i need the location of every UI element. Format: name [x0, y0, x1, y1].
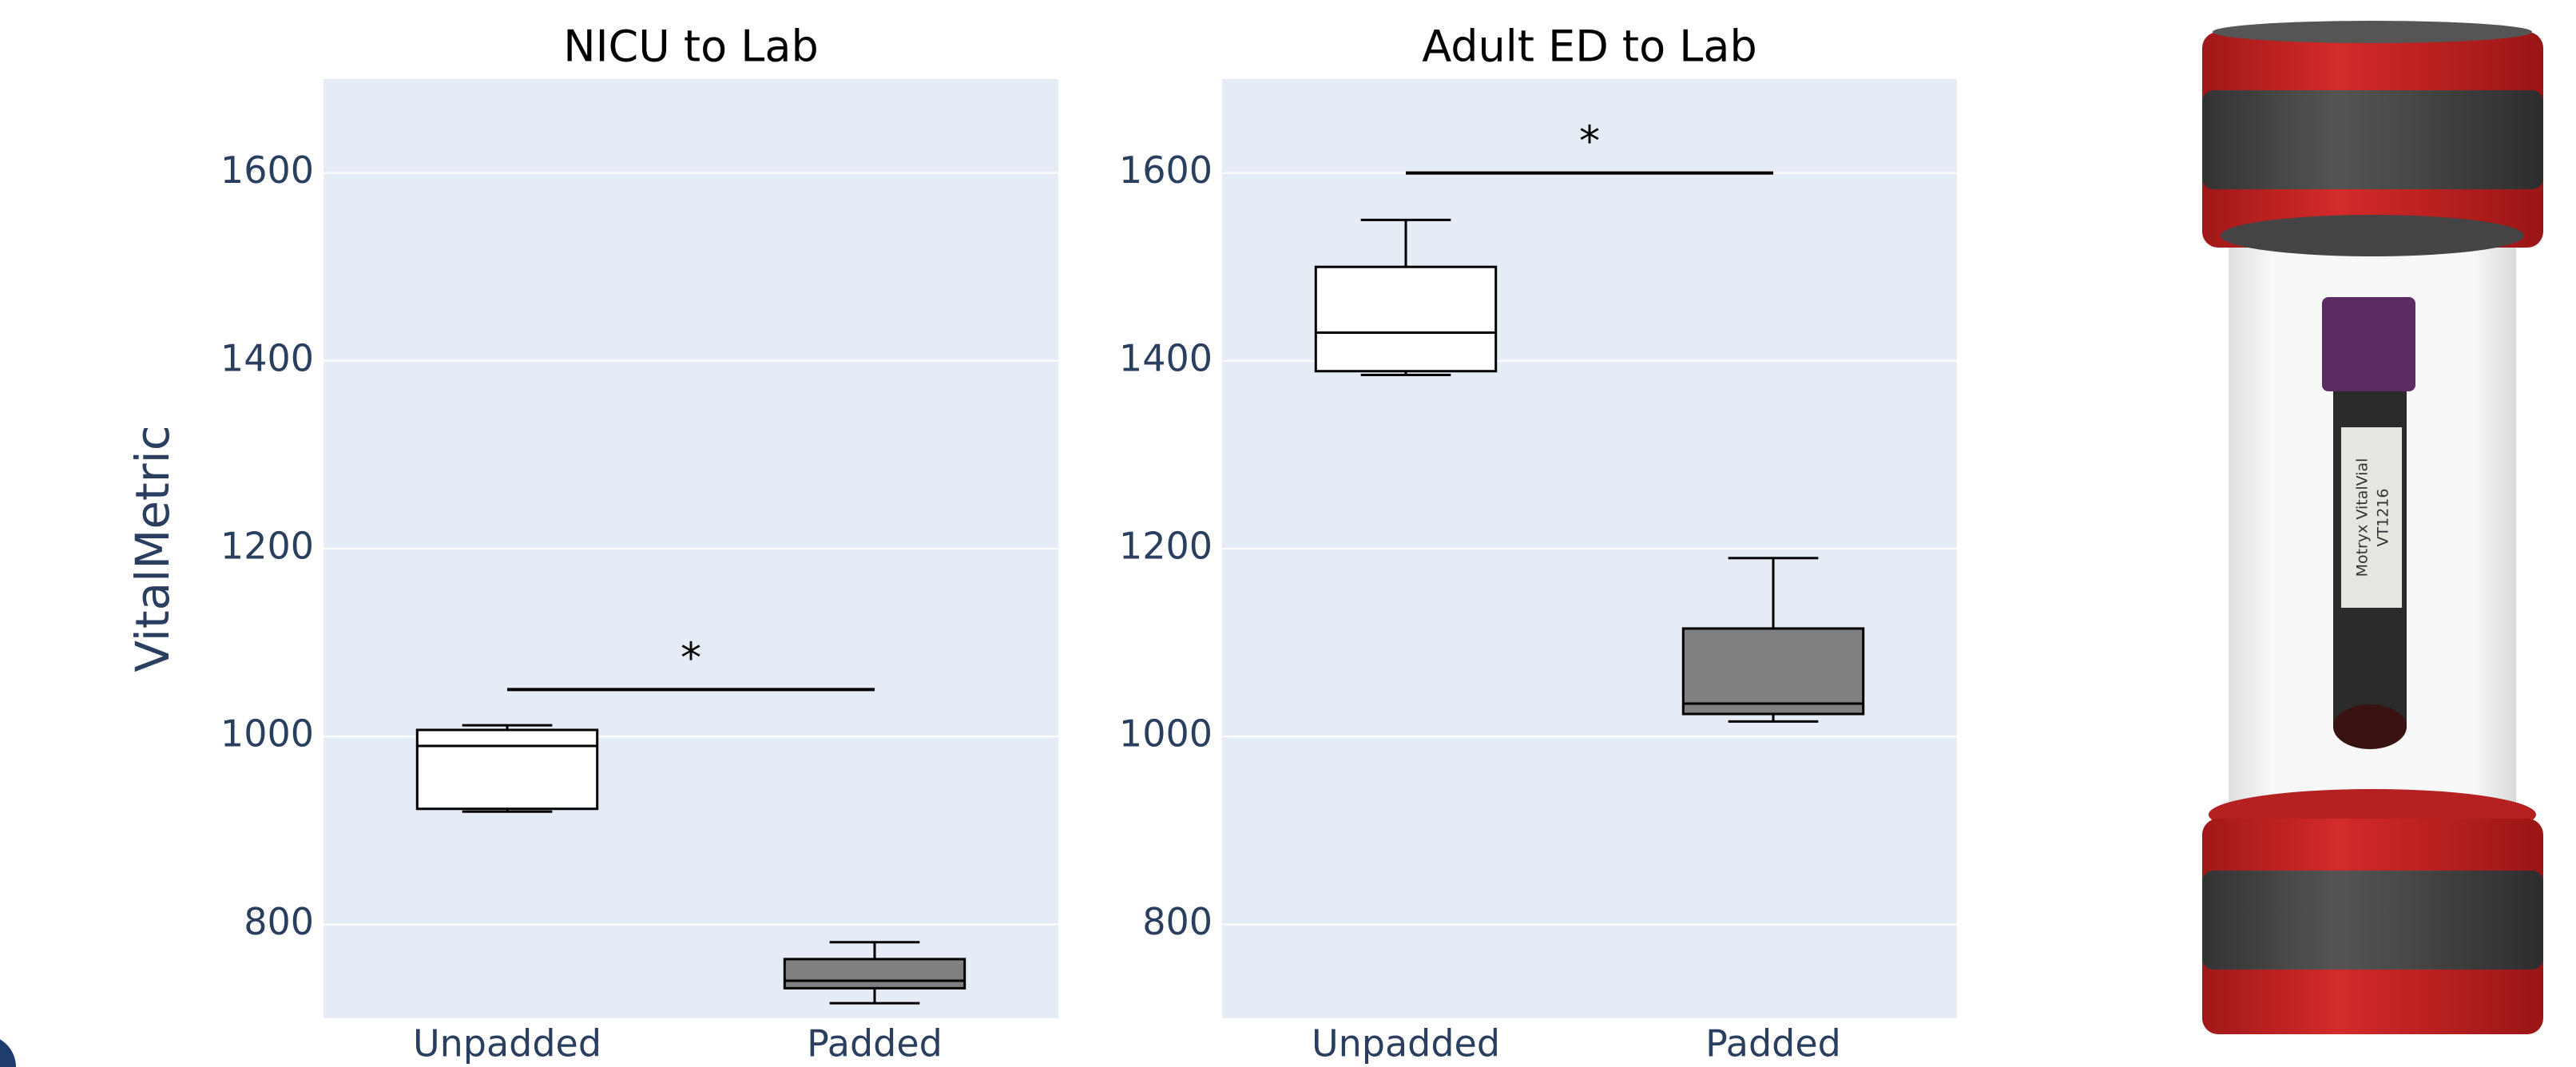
vial-illustration: Motryx VitalVial VT1216 — [2202, 21, 2543, 1034]
x-tick-label: Unpadded — [413, 1022, 601, 1065]
x-tick-label: Padded — [807, 1022, 943, 1065]
top-rim — [2213, 21, 2532, 43]
x-tick-label: Padded — [1705, 1022, 1841, 1065]
chart-title: NICU to Lab — [563, 22, 819, 72]
tube-bottom — [2333, 704, 2407, 749]
significance-label: * — [681, 634, 701, 682]
box — [784, 959, 964, 988]
box — [417, 730, 597, 809]
box — [1683, 629, 1863, 714]
bottom-band — [2202, 871, 2543, 970]
y-tick-label: 1200 — [220, 525, 314, 568]
y-tick-label: 1400 — [1119, 336, 1213, 379]
tube-cap — [2322, 297, 2415, 391]
y-tick-label: 1000 — [1119, 712, 1213, 756]
label-line: Motryx VitalVial — [2354, 458, 2372, 577]
page: Motryx VitalVial VT1216 NICU to Lab Vital… — [0, 0, 2576, 1067]
top-opening — [2221, 215, 2524, 256]
y-tick-label: 800 — [244, 900, 314, 943]
y-tick-label: 1600 — [220, 149, 314, 192]
significance-label: * — [1579, 118, 1600, 166]
top-band — [2202, 90, 2543, 189]
y-tick-label: 1200 — [1119, 525, 1213, 568]
box — [1316, 267, 1495, 371]
y-tick-label: 800 — [1142, 900, 1213, 943]
x-tick-label: Unpadded — [1312, 1022, 1500, 1065]
y-tick-label: 1600 — [1119, 149, 1213, 192]
y-tick-label: 1400 — [220, 336, 314, 379]
y-axis-title: VitalMetric — [125, 425, 180, 672]
y-tick-label: 1000 — [220, 712, 314, 756]
label-line: VT1216 — [2375, 489, 2392, 547]
tube-label — [2341, 427, 2402, 608]
chart-title: Adult ED to Lab — [1422, 22, 1757, 72]
corner-badge — [0, 1035, 16, 1067]
